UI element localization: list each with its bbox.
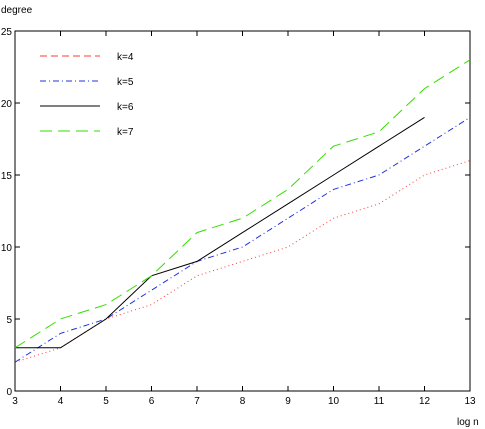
- y-axis-label: degree: [1, 5, 33, 16]
- x-tick-label: 6: [149, 396, 155, 407]
- axis-ticks: 3 4 5 6 7 8 9 10 11 12 13 0 5 10 15 20 25: [1, 27, 476, 407]
- legend-label: k=6: [117, 102, 134, 113]
- legend-label: k=7: [117, 127, 134, 138]
- x-tick-label: 3: [12, 396, 18, 407]
- x-axis-label: log n: [457, 417, 479, 428]
- x-tick-label: 11: [374, 396, 385, 407]
- series-lines: [14, 59, 471, 363]
- series-line-k-6: [15, 116, 425, 349]
- y-tick-label: 0: [6, 387, 12, 398]
- series-line-k-7: [14, 59, 471, 349]
- y-tick-label: 20: [1, 99, 13, 110]
- x-tick-label: 4: [58, 396, 64, 407]
- legend: k=4 k=5 k=6 k=7: [40, 52, 134, 138]
- x-tick-label: 12: [419, 396, 431, 407]
- x-tick-label: 8: [240, 396, 246, 407]
- y-tick-label: 25: [1, 27, 13, 38]
- y-tick-label: 15: [1, 171, 13, 182]
- plot-frame: [14, 30, 471, 392]
- y-tick-label: 5: [6, 315, 12, 326]
- x-tick-label: 10: [328, 396, 340, 407]
- legend-label: k=4: [117, 52, 134, 63]
- x-tick-label: 5: [103, 396, 109, 407]
- series-line-k-5: [14, 116, 471, 363]
- x-tick-label: 7: [194, 396, 200, 407]
- legend-label: k=5: [117, 77, 134, 88]
- series-line-k-4: [14, 160, 471, 363]
- x-tick-label: 13: [464, 396, 476, 407]
- x-tick-label: 9: [285, 396, 291, 407]
- y-tick-label: 10: [1, 243, 13, 254]
